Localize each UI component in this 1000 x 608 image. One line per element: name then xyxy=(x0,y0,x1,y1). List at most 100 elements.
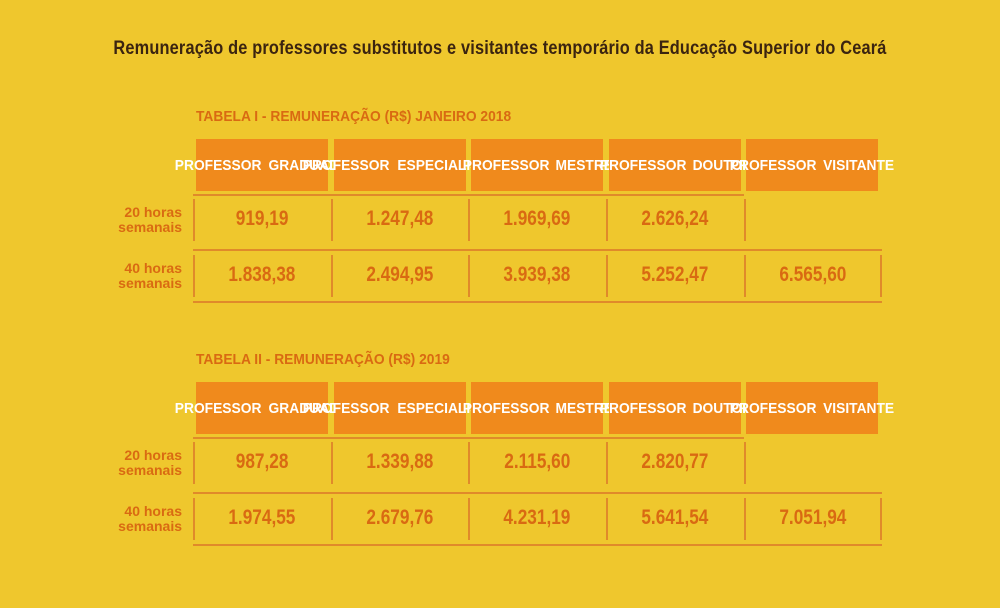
column-header-line: PROFESSOR xyxy=(730,156,817,174)
table-cell: 1.247,48 xyxy=(331,197,469,241)
table-cell: 1.974,55 xyxy=(193,496,331,540)
row-label-line: semanais xyxy=(118,462,182,478)
row-divider xyxy=(193,194,744,196)
table-cell: 1.838,38 xyxy=(193,253,331,297)
row-divider xyxy=(193,249,882,251)
table-cell: 2.626,24 xyxy=(606,197,744,241)
column-header: PROFESSOR ESPECIALISTA xyxy=(303,139,497,191)
table-cell: 987,28 xyxy=(193,440,331,484)
row-label: 40 horas semanais xyxy=(96,261,182,291)
table-cell: 7.051,94 xyxy=(744,496,882,540)
column-divider xyxy=(880,498,882,540)
table-cell: 5.641,54 xyxy=(606,496,744,540)
table-cell xyxy=(744,197,882,241)
column-header-line: PROFESSOR xyxy=(462,399,550,417)
column-divider xyxy=(193,255,195,297)
column-divider xyxy=(744,498,746,540)
table-cell: 6.565,60 xyxy=(744,253,882,297)
table-cell: 2.494,95 xyxy=(331,253,469,297)
column-header: PROFESSOR MESTRE xyxy=(462,139,613,191)
cell-value: 1.974,55 xyxy=(228,506,296,529)
table-title: TABELA II - REMUNERAÇÃO (R$) 2019 xyxy=(196,351,450,368)
cell-value: 5.252,47 xyxy=(641,263,709,286)
row-label: 40 horas semanais xyxy=(96,504,182,534)
row-divider xyxy=(193,437,744,439)
column-header: PROFESSOR GRADUADO xyxy=(175,382,350,434)
column-divider xyxy=(606,199,608,241)
cell-value: 4.231,19 xyxy=(503,506,571,529)
column-header-line: PROFESSOR xyxy=(599,156,686,174)
column-divider xyxy=(744,255,746,297)
cell-value: 1.339,88 xyxy=(366,450,434,473)
column-header-line: PROFESSOR xyxy=(174,399,262,417)
column-divider xyxy=(880,255,882,297)
column-header: PROFESSOR MESTRE xyxy=(462,382,613,434)
table-2: TABELA II - REMUNERAÇÃO (R$) 2019 PROFESS… xyxy=(0,351,1000,551)
column-header-line: PROFESSOR xyxy=(599,399,686,417)
column-divider xyxy=(744,199,746,241)
column-header-line: PROFESSOR xyxy=(462,156,550,174)
table-cell: 4.231,19 xyxy=(468,496,606,540)
column-divider xyxy=(331,498,333,540)
cell-value: 1.247,48 xyxy=(366,207,434,230)
row-label-line: 20 horas xyxy=(124,204,182,220)
cell-value: 919,19 xyxy=(235,207,289,230)
column-header-line: PROFESSOR xyxy=(302,156,390,174)
column-header-line: DOUTOR xyxy=(692,399,752,417)
column-divider xyxy=(468,442,470,484)
cell-value: 2.626,24 xyxy=(641,207,709,230)
column-divider xyxy=(744,442,746,484)
column-header: PROFESSOR GRADUADO xyxy=(175,139,350,191)
column-divider xyxy=(193,199,195,241)
column-header-line: MESTRE xyxy=(555,399,613,417)
row-label: 20 horas semanais xyxy=(96,448,182,478)
row-label: 20 horas semanais xyxy=(96,205,182,235)
cell-value: 2.679,76 xyxy=(366,506,434,529)
table-cell: 2.115,60 xyxy=(468,440,606,484)
column-header-line: VISITANTE xyxy=(823,399,895,417)
column-header: PROFESSOR DOUTOR xyxy=(599,382,752,434)
column-header-line: PROFESSOR xyxy=(730,399,817,417)
column-header: PROFESSOR DOUTOR xyxy=(599,139,752,191)
table-title: TABELA I - REMUNERAÇÃO (R$) JANEIRO 2018 xyxy=(196,108,512,125)
column-header: PROFESSOR VISITANTE xyxy=(730,382,895,434)
column-header-line: GRADUADO xyxy=(268,399,350,417)
row-divider xyxy=(193,544,882,546)
column-header-line: GRADUADO xyxy=(268,156,350,174)
column-header-line: PROFESSOR xyxy=(174,156,262,174)
table-cell: 5.252,47 xyxy=(606,253,744,297)
column-header-line: MESTRE xyxy=(555,156,613,174)
cell-value: 1.838,38 xyxy=(228,263,296,286)
cell-value: 987,28 xyxy=(235,450,289,473)
column-divider xyxy=(468,498,470,540)
row-label-line: 20 horas xyxy=(124,447,182,463)
table-cell: 2.820,77 xyxy=(606,440,744,484)
row-label-line: semanais xyxy=(118,275,182,291)
cell-value: 7.051,94 xyxy=(779,506,847,529)
page-title: Remuneração de professores substitutos e… xyxy=(113,38,887,59)
column-divider xyxy=(606,255,608,297)
row-label-line: 40 horas xyxy=(124,503,182,519)
table-cell: 1.339,88 xyxy=(331,440,469,484)
row-label-line: semanais xyxy=(118,518,182,534)
column-divider xyxy=(193,498,195,540)
table-cell xyxy=(744,440,882,484)
table-cell: 2.679,76 xyxy=(331,496,469,540)
column-divider xyxy=(331,199,333,241)
column-header: PROFESSOR ESPECIALISTA xyxy=(303,382,497,434)
row-divider xyxy=(193,492,882,494)
cell-value: 2.820,77 xyxy=(641,450,709,473)
column-header: PROFESSOR VISITANTE xyxy=(730,139,895,191)
cell-value: 6.565,60 xyxy=(779,263,847,286)
row-label-line: 40 horas xyxy=(124,260,182,276)
cell-value: 2.494,95 xyxy=(366,263,434,286)
column-divider xyxy=(468,199,470,241)
column-divider xyxy=(606,498,608,540)
table-cell: 3.939,38 xyxy=(468,253,606,297)
table-1: TABELA I - REMUNERAÇÃO (R$) JANEIRO 2018… xyxy=(0,108,1000,308)
column-header-line: DOUTOR xyxy=(692,156,752,174)
row-divider xyxy=(193,301,882,303)
column-divider xyxy=(468,255,470,297)
table-cell: 1.969,69 xyxy=(468,197,606,241)
column-divider xyxy=(193,442,195,484)
